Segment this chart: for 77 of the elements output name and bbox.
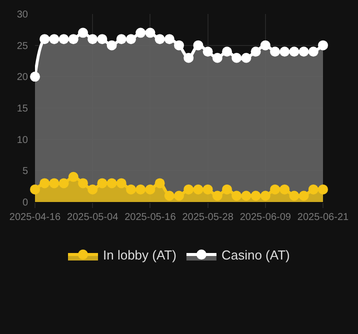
point <box>241 52 252 63</box>
x-tick-label: 2025-06-21 <box>297 212 350 223</box>
point <box>250 190 261 201</box>
point <box>68 34 78 44</box>
point <box>298 190 309 201</box>
point <box>145 28 156 38</box>
point <box>40 34 50 44</box>
point <box>308 184 318 194</box>
point <box>164 190 174 201</box>
point <box>202 46 213 57</box>
y-tick-label: 20 <box>16 72 28 84</box>
point <box>136 28 146 38</box>
point <box>30 184 40 194</box>
point <box>232 52 242 63</box>
point <box>164 34 174 44</box>
point <box>184 52 194 63</box>
point <box>88 184 98 194</box>
point <box>154 34 165 44</box>
point <box>250 46 261 57</box>
point <box>260 40 270 50</box>
point <box>78 178 88 188</box>
x-tick-label: 2025-05-04 <box>67 212 119 223</box>
point <box>78 28 88 38</box>
point <box>106 178 117 188</box>
point <box>193 40 204 50</box>
point <box>222 184 232 194</box>
point <box>174 190 184 201</box>
point <box>222 46 232 57</box>
point <box>318 184 328 194</box>
point <box>318 40 328 50</box>
y-tick-label: 15 <box>16 104 28 114</box>
point <box>126 184 136 194</box>
point <box>106 40 117 50</box>
x-tick-label: 2025-05-16 <box>124 212 176 223</box>
point <box>280 184 290 194</box>
point <box>126 34 136 44</box>
point <box>193 184 204 194</box>
y-tick-label: 25 <box>16 40 28 52</box>
x-tick-label: 2025-06-09 <box>240 212 292 223</box>
y-tick-label: 10 <box>16 134 28 146</box>
x-tick-label: 2025-05-28 <box>182 212 234 223</box>
point <box>68 172 78 182</box>
y-tick-label: 0 <box>22 198 28 208</box>
point <box>30 72 40 82</box>
point <box>145 184 156 194</box>
point <box>116 34 126 44</box>
point <box>202 184 213 194</box>
point <box>260 190 270 201</box>
point <box>88 34 98 44</box>
point <box>270 184 280 194</box>
point <box>280 46 290 57</box>
point <box>49 178 60 188</box>
point <box>58 34 69 44</box>
point <box>58 178 69 188</box>
y-tick-label: 5 <box>22 166 28 178</box>
point <box>154 178 165 188</box>
point <box>174 40 184 50</box>
x-tick-label: 2025-04-16 <box>9 212 62 223</box>
point <box>116 178 126 188</box>
point <box>212 52 222 63</box>
point <box>136 184 146 194</box>
y-tick-label: 30 <box>16 10 28 20</box>
point <box>232 190 242 201</box>
point <box>270 46 280 57</box>
point <box>298 46 309 57</box>
point <box>212 190 222 201</box>
point <box>49 34 60 44</box>
point <box>40 178 50 188</box>
point <box>184 184 194 194</box>
point <box>308 46 318 57</box>
point <box>97 178 108 188</box>
legend-label: In lobby (AT) <box>103 248 176 263</box>
legend-label: Casino (AT) <box>221 248 290 263</box>
point <box>289 46 300 57</box>
point <box>241 190 252 201</box>
point <box>97 34 108 44</box>
point <box>289 190 300 201</box>
